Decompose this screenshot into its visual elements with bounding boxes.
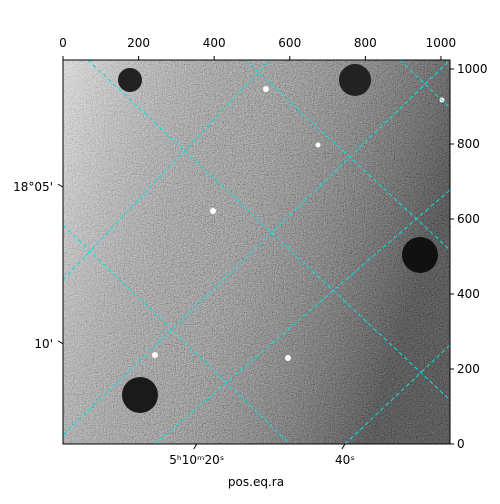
top-tick-label: 200 xyxy=(127,36,150,50)
ra-tick xyxy=(193,443,198,450)
top-tick-label: 400 xyxy=(203,36,226,50)
right-tick-label: 400 xyxy=(457,287,480,301)
dec-tick xyxy=(57,340,64,345)
ra-tick-label: 40ˢ xyxy=(335,453,355,467)
top-tick-label: 800 xyxy=(354,36,377,50)
top-tick-label: 0 xyxy=(59,36,67,50)
right-tick-label: 0 xyxy=(457,437,465,451)
ra-tick-label: 5ʰ10ᵐ20ˢ xyxy=(169,453,224,467)
top-tick-label: 1000 xyxy=(426,36,457,50)
right-tick-label: 200 xyxy=(457,362,480,376)
dec-tick-label: 10' xyxy=(34,337,53,351)
right-tick-label: 800 xyxy=(457,137,480,151)
right-tick-label: 1000 xyxy=(457,62,488,76)
dec-tick-label: 18°05' xyxy=(13,180,53,194)
top-tick-label: 600 xyxy=(278,36,301,50)
coordinate-grid xyxy=(63,60,450,444)
ra-tick xyxy=(341,443,346,450)
x-axis-label: pos.eq.ra xyxy=(228,475,284,489)
right-tick-label: 600 xyxy=(457,212,480,226)
sky-image xyxy=(63,60,450,444)
plot-frame xyxy=(62,59,451,445)
dec-tick xyxy=(57,183,64,188)
